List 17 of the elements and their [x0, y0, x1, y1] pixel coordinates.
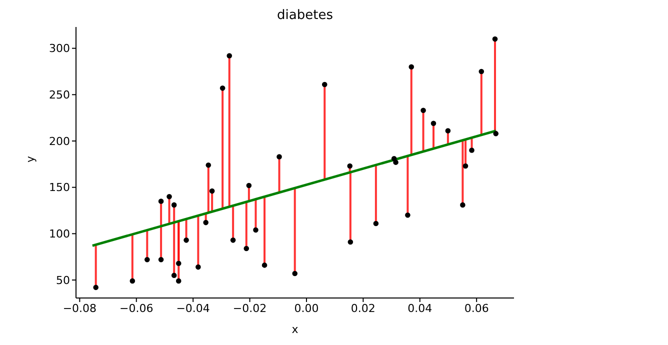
y-tick-label: 250 [49, 88, 70, 102]
chart-title: diabetes [276, 8, 334, 23]
x-tick-label: 0.02 [350, 302, 376, 315]
x-tick-label: −0.06 [120, 302, 154, 315]
x-tick-label: −0.04 [176, 302, 210, 315]
x-tick-label: −0.08 [62, 302, 97, 315]
y-tick-label: 100 [49, 228, 70, 241]
x-tick-label: 0.06 [464, 302, 489, 315]
x-tick-label: 0.00 [294, 302, 319, 315]
x-axis-title: x [292, 323, 299, 336]
y-tick-label: 50 [56, 274, 70, 287]
y-axis-title: y [24, 156, 37, 162]
y-tick-label: 150 [49, 181, 70, 194]
x-tick-label: −0.02 [232, 302, 267, 315]
x-tick-label: 0.04 [408, 302, 432, 315]
y-tick-label: 300 [49, 42, 70, 56]
y-tick-label: 200 [49, 134, 70, 148]
